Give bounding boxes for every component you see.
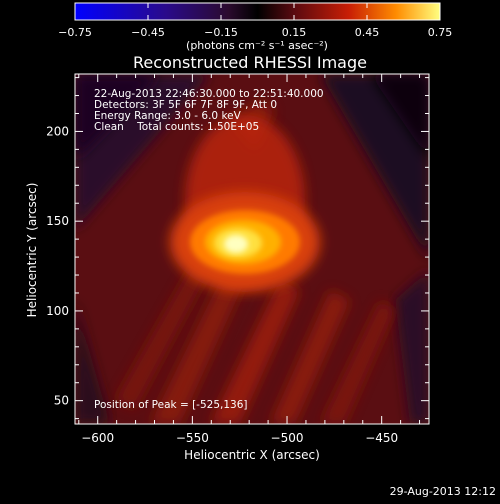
annotation-clean-counts: Clean Total counts: 1.50E+05 [94,121,259,133]
heatmap [75,74,429,424]
y-tick-label: 150 [46,214,69,228]
x-tick-label: −600 [81,431,114,445]
colorbar: −0.75 −0.45 −0.15 0.15 0.45 0.75 (photons cm⁻… [58,2,452,52]
colorbar-tick-label: −0.75 [58,26,92,39]
plot-frame [74,73,430,425]
colorbar-unit-label: (photons cm⁻² s⁻¹ asec⁻²) [186,39,328,52]
annotation-time-range: 22-Aug-2013 22:46:30.000 to 22:51:40.000 [94,88,324,100]
annotation-energy-range: Energy Range: 3.0 - 6.0 keV [94,110,242,122]
chart-title: Reconstructed RHESSI Image [133,53,367,72]
colorbar-tick-label: 0.45 [355,26,380,39]
x-axis-label: Heliocentric X (arcsec) [184,448,320,462]
y-tick-label: 200 [46,124,69,138]
y-tick-label: 100 [46,304,69,318]
colorbar-ticks: −0.75 −0.45 −0.15 0.15 0.45 0.75 [58,3,452,39]
x-tick-label: −450 [365,431,398,445]
footer-timestamp: 29-Aug-2013 12:12 [390,485,496,498]
colorbar-gradient [74,2,441,21]
colorbar-tick-label: −0.15 [204,26,238,39]
annotations: 22-Aug-2013 22:46:30.000 to 22:51:40.000… [94,88,324,411]
annotation-peak-position: Position of Peak = [-525,136] [94,399,248,411]
colorbar-tick-label: 0.75 [428,26,453,39]
y-tick-label: 50 [54,394,69,408]
y-axis-label: Heliocentric Y (arcsec) [25,183,39,318]
annotation-detectors: Detectors: 3F 5F 6F 7F 8F 9F, Att 0 [94,99,277,111]
x-tick-label: −550 [176,431,209,445]
axes-ticks: −600 −550 −500 −450 50 100 150 200 [46,74,429,445]
colorbar-tick-label: −0.45 [131,26,165,39]
colorbar-tick-label: 0.15 [282,26,307,39]
x-tick-label: −500 [271,431,304,445]
